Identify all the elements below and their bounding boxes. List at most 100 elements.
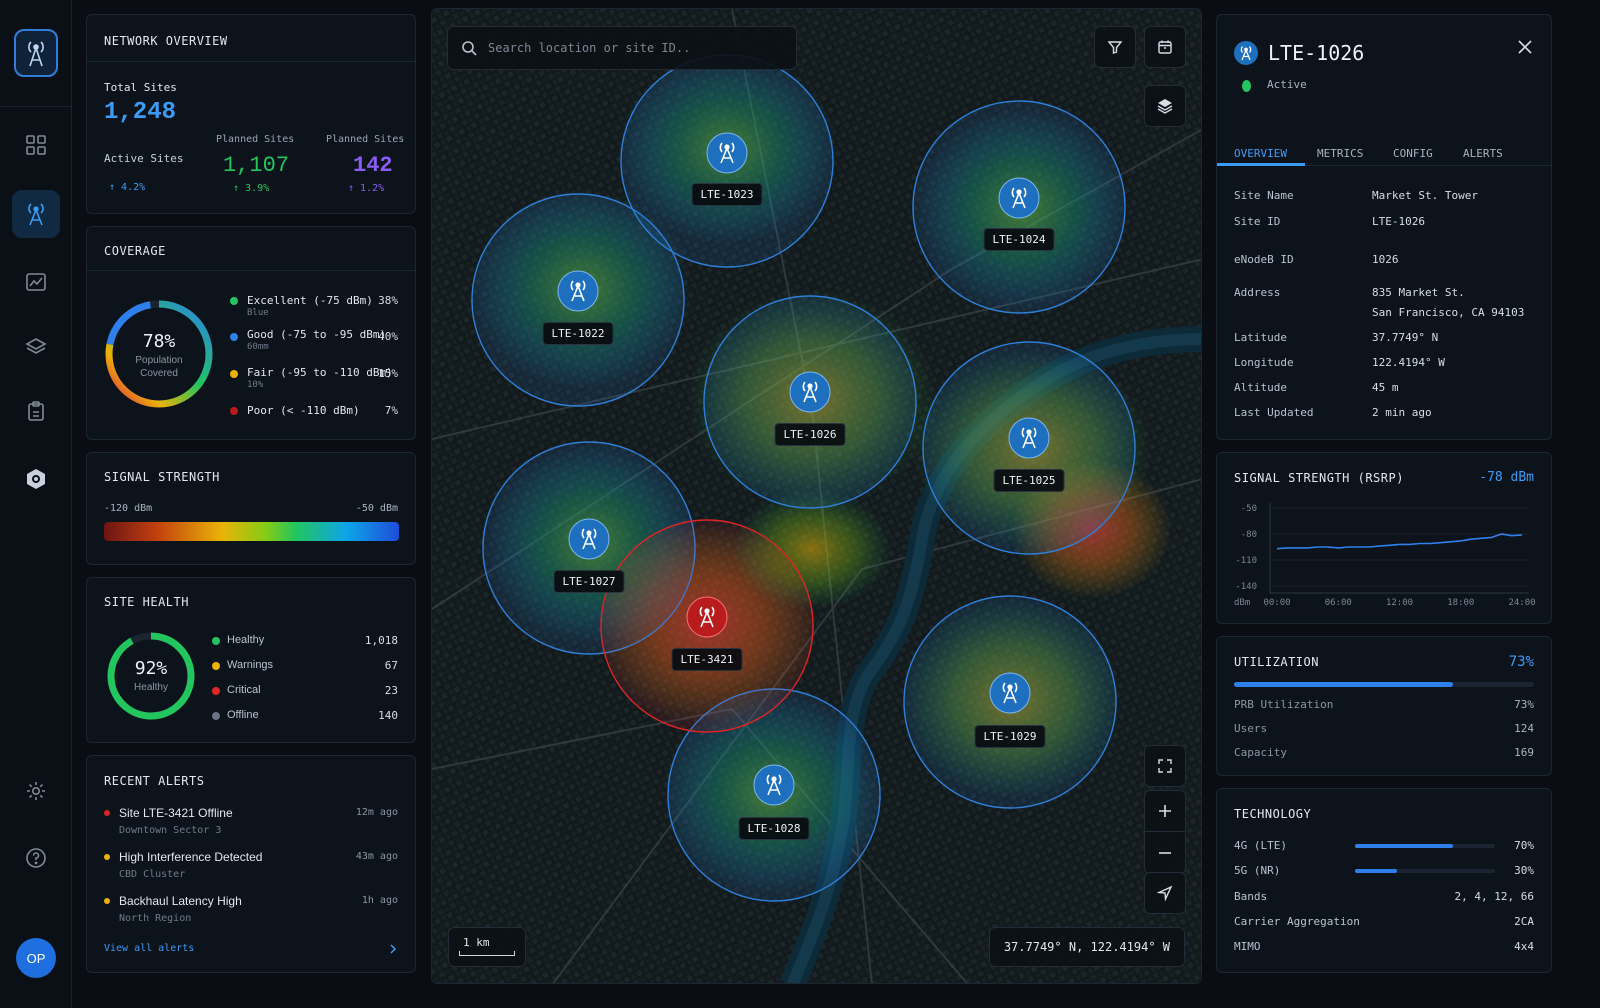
tab-metrics[interactable]: METRICS [1317, 147, 1364, 160]
site-label: LTE-1029 [974, 725, 1046, 748]
alert-title: Site LTE-3421 Offline [119, 806, 233, 820]
legend-excellent-label: Excellent (-75 dBm) [247, 294, 373, 307]
filter-icon [1107, 41, 1123, 54]
field-label: Last Updated [1234, 406, 1314, 419]
legend-good-label: Good (-75 to -95 dBm) [247, 328, 387, 341]
tower-logo-icon[interactable] [14, 29, 58, 77]
health-healthy-label: Healthy [227, 634, 265, 646]
rail-divider [0, 106, 72, 107]
filter-button[interactable] [1094, 26, 1136, 68]
tab-alerts[interactable]: ALERTS [1463, 147, 1503, 160]
close-icon[interactable] [1517, 39, 1533, 55]
alert-time: 1h ago [361, 895, 398, 906]
site-marker-lte-1023[interactable] [706, 132, 748, 174]
site-label: LTE-1024 [983, 228, 1055, 251]
site-marker-lte-1024[interactable] [998, 177, 1040, 219]
map-search-box[interactable] [447, 26, 797, 70]
planned-sites-change: ↑ 3.9% [233, 183, 270, 194]
tech-row-value: 4x4 [1514, 940, 1534, 953]
analytics-chart-icon[interactable] [12, 258, 60, 306]
plus-icon [1159, 805, 1171, 817]
alert-sub: CBD Cluster [119, 869, 186, 880]
x-tick-label: 12:00 [1386, 598, 1413, 608]
tab-config[interactable]: CONFIG [1393, 147, 1433, 160]
site-title: LTE-1026 [1268, 41, 1365, 65]
alert-dot-critical [104, 810, 110, 816]
zoom-in-button[interactable] [1144, 791, 1186, 833]
chevron-right-icon[interactable] [388, 943, 398, 955]
search-input[interactable] [488, 27, 788, 69]
panel-title: UTILIZATION [1234, 655, 1319, 669]
dashboard-icon[interactable] [12, 121, 60, 169]
site-marker-lte-3421[interactable] [686, 596, 728, 638]
site-tower-icon [1234, 41, 1258, 65]
fullscreen-button[interactable] [1144, 745, 1186, 787]
tech-lte-label: 4G (LTE) [1234, 839, 1287, 852]
legend-dot-excellent [230, 297, 238, 305]
site-marker-lte-1028[interactable] [753, 764, 795, 806]
field-value: LTE-1026 [1372, 215, 1425, 228]
user-avatar[interactable]: OP [16, 938, 56, 978]
health-warnings-label: Warnings [227, 659, 274, 671]
recent-alerts-panel: RECENT ALERTS Site LTE-3421 Offline Down… [86, 755, 416, 973]
total-sites-value: 1,248 [104, 99, 177, 126]
field-label: Longitude [1234, 356, 1294, 369]
view-all-alerts-link[interactable]: View all alerts [104, 943, 195, 954]
rsrp-current-value: -78 dBm [1479, 470, 1534, 485]
health-offline-value: 140 [378, 709, 398, 722]
site-marker-lte-1026[interactable] [789, 371, 831, 413]
site-marker-lte-1022[interactable] [557, 270, 599, 312]
tech-row-label: MIMO [1234, 940, 1261, 953]
layers-icon[interactable] [12, 323, 60, 371]
settings-gear-icon[interactable] [12, 767, 60, 815]
navigation-arrow-icon [1157, 885, 1173, 901]
util-row-label: Users [1234, 722, 1268, 735]
health-healthy-value: 1,018 [364, 634, 398, 647]
calendar-button[interactable] [1144, 26, 1186, 68]
site-detail-panel: LTE-1026 Active OVERVIEW METRICS CONFIG … [1216, 14, 1552, 440]
active-sites-value: 1,107 [223, 153, 290, 178]
signal-strength-panel: SIGNAL STRENGTH -120 dBm -50 dBm [86, 452, 416, 565]
reports-clipboard-icon[interactable] [12, 387, 60, 435]
legend-fair-label: Fair (-95 to -110 dBm) [247, 366, 393, 379]
site-marker-lte-1029[interactable] [989, 672, 1031, 714]
legend-fair-sub: 10% [247, 380, 264, 390]
legend-excellent-sub: Blue [247, 308, 269, 318]
coverage-caption-2: Covered [140, 368, 178, 379]
network-overview-panel: NETWORK OVERVIEW Total Sites 1,248 Activ… [86, 14, 416, 214]
site-status: Active [1267, 78, 1307, 91]
sites-tower-icon[interactable] [12, 190, 60, 238]
alert-title: High Interference Detected [119, 850, 263, 864]
coverage-map[interactable]: LTE-1023 LTE-1024 LTE-1022 LTE-1026 LTE-… [431, 8, 1202, 984]
health-dot-healthy [212, 637, 220, 645]
site-marker-lte-1025[interactable] [1008, 417, 1050, 459]
field-label: Altitude [1234, 381, 1287, 394]
legend-poor-pct: 7% [384, 404, 398, 417]
hex-settings-icon[interactable] [12, 455, 60, 503]
divider [87, 270, 415, 271]
help-icon[interactable] [12, 834, 60, 882]
y-tick-label: -110 [1235, 556, 1257, 566]
zoom-out-button[interactable] [1144, 832, 1186, 873]
tab-overview[interactable]: OVERVIEW [1234, 147, 1287, 160]
planned-sites-value: 142 [353, 153, 393, 178]
health-donut [107, 632, 195, 720]
minus-icon [1159, 851, 1171, 854]
panel-title: RECENT ALERTS [104, 774, 205, 788]
technology-panel: TECHNOLOGY 4G (LTE) 70% 5G (NR) 30% Band… [1216, 788, 1552, 973]
health-critical-label: Critical [227, 684, 261, 696]
alert-dot-warning [104, 898, 110, 904]
layers-button[interactable] [1144, 85, 1186, 127]
total-sites-label: Total Sites [104, 81, 177, 94]
field-value: Market St. Tower [1372, 189, 1478, 202]
layers-icon [1157, 99, 1173, 114]
utilization-fill [1234, 682, 1453, 687]
panel-title: COVERAGE [104, 244, 166, 258]
map-canvas[interactable] [432, 9, 1202, 984]
locate-button[interactable] [1144, 872, 1186, 914]
legend-fair-pct: 15% [378, 367, 398, 380]
tech-row-value: 2CA [1514, 915, 1534, 928]
rsrp-panel: SIGNAL STRENGTH (RSRP) -78 dBm -50 -80 -11… [1216, 452, 1552, 624]
site-marker-lte-1027[interactable] [568, 518, 610, 560]
util-row-value: 124 [1514, 722, 1534, 735]
